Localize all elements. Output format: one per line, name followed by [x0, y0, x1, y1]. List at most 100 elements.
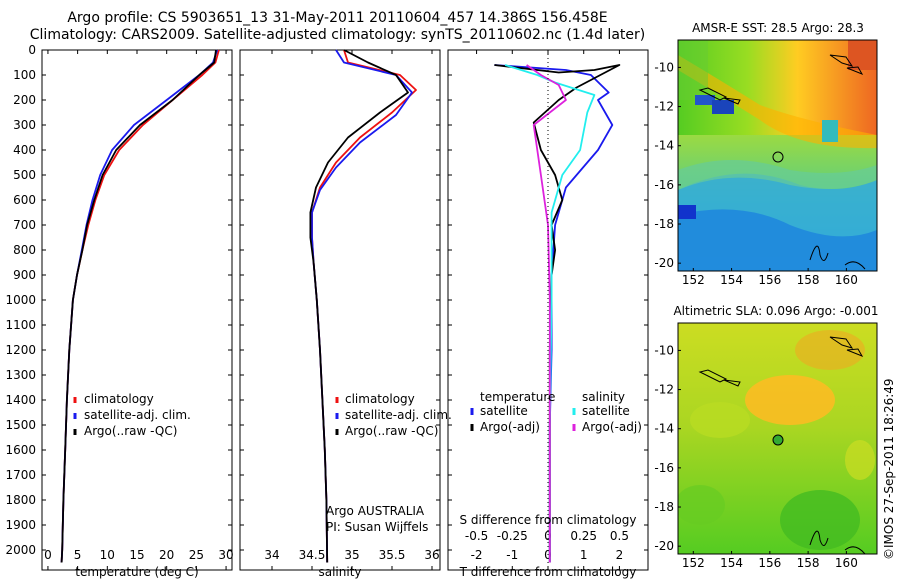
legend-s-argo: Argo(-adj): [582, 420, 642, 434]
y-tick-label: 1100: [5, 318, 36, 332]
argo-position-marker: [772, 151, 784, 163]
t-difference-axis-label: T difference from climatology: [459, 565, 637, 579]
x-tick-label: 2: [616, 548, 624, 562]
legend-salinity-title: salinity: [582, 390, 625, 404]
series-line-s-argo: [526, 64, 567, 563]
y-tick-label: 200: [13, 93, 36, 107]
y-tick-label: 1300: [5, 368, 36, 382]
difference-legend: temperature satellite Argo(-adj) salinit…: [470, 390, 642, 434]
series-line-t-satellite: [494, 64, 614, 563]
map-y-tick-label: -14: [654, 139, 674, 153]
y-tick-label: 100: [13, 68, 36, 82]
y-tick-label: 2000: [5, 543, 36, 557]
salinity-axis-label: salinity: [318, 565, 361, 579]
imos-timestamp: ©IMOS 27-Sep-2011 18:26:49: [882, 378, 896, 560]
legend-satellite: satellite-adj. clim.: [84, 408, 191, 422]
chart-title-line1: Argo profile: CS 5903651_13 31-May-2011 …: [67, 10, 608, 26]
sla-map: Altimetric SLA: 0.096 Argo: -0.001 152 15…: [654, 304, 878, 570]
y-tick-label: 1700: [5, 468, 36, 482]
map-y-tick-label: -14: [654, 422, 674, 436]
x-tick-label: 5: [74, 548, 82, 562]
map-x-tick-label: 152: [682, 273, 705, 287]
salinity-panel-frame: [239, 49, 441, 571]
x-tick-label: 36: [424, 548, 439, 562]
y-tick-label: 400: [13, 143, 36, 157]
legend-argo: Argo(..raw -QC): [345, 424, 438, 438]
legend-temperature-title: temperature: [480, 390, 555, 404]
legend-t-satellite: satellite: [480, 404, 528, 418]
sla-map-title: Altimetric SLA: 0.096 Argo: -0.001: [673, 304, 878, 318]
y-tick-label: 700: [13, 218, 36, 232]
x-tick-label: -1: [506, 548, 518, 562]
x-tick-label: 34.5: [299, 548, 326, 562]
x2-tick-label: 0: [544, 529, 552, 543]
series-line-climatology: [311, 49, 417, 563]
y-tick-label: 1400: [5, 393, 36, 407]
x2-tick-label: -0.25: [497, 529, 528, 543]
map-y-tick-label: -12: [654, 100, 674, 114]
argo-position-marker: [772, 434, 784, 446]
map-y-tick-label: -12: [654, 383, 674, 397]
x2-tick-label: 0.5: [610, 529, 629, 543]
salinity-legend: climatology satellite-adj. clim. Argo(..…: [335, 392, 452, 438]
y-tick-label: 1900: [5, 518, 36, 532]
x-tick-label: -2: [471, 548, 483, 562]
sst-map-frame: [677, 39, 878, 272]
map-y-tick-label: -10: [654, 60, 674, 74]
x-tick-label: 15: [129, 548, 144, 562]
argo-pi: PI: Susan Wijffels: [326, 520, 428, 534]
legend-climatology: climatology: [345, 392, 415, 406]
y-tick-label: 300: [13, 118, 36, 132]
map-y-tick-label: -10: [654, 343, 674, 357]
x-tick-label: 10: [100, 548, 115, 562]
x-tick-label: 20: [159, 548, 174, 562]
y-tick-label: 1200: [5, 343, 36, 357]
series-line-argo: [309, 49, 409, 563]
map-x-tick-label: 154: [720, 556, 743, 570]
y-tick-label: 1000: [5, 293, 36, 307]
map-x-tick-label: 152: [682, 556, 705, 570]
x2-tick-label: 0.25: [570, 529, 597, 543]
sst-map: AMSR-E SST: 28.5 Argo: 28.3 152 154 156 158…: [654, 21, 878, 287]
map-y-tick-label: -20: [654, 256, 674, 270]
series-line-climatology: [60, 49, 220, 563]
legend-s-satellite: satellite: [582, 404, 630, 418]
map-y-tick-label: -20: [654, 539, 674, 553]
sst-map-title: AMSR-E SST: 28.5 Argo: 28.3: [692, 21, 864, 35]
legend-satellite: satellite-adj. clim.: [345, 408, 452, 422]
map-x-tick-label: 158: [797, 273, 820, 287]
y-tick-label: 1600: [5, 443, 36, 457]
legend-climatology: climatology: [84, 392, 154, 406]
series-line-argo: [60, 49, 217, 563]
map-y-tick-label: -18: [654, 217, 674, 231]
x-tick-label: 0: [44, 548, 52, 562]
temperature-axis-label: temperature (deg C): [75, 565, 198, 579]
x-tick-label: 35.5: [379, 548, 406, 562]
y-tick-label: 1500: [5, 418, 36, 432]
x-tick-label: 30: [218, 548, 233, 562]
map-x-tick-label: 156: [758, 556, 781, 570]
sla-map-frame: [677, 322, 878, 555]
temperature-legend: climatology satellite-adj. clim. Argo(..…: [73, 392, 191, 438]
y-tick-label: 600: [13, 193, 36, 207]
y-tick-label: 900: [13, 268, 36, 282]
x-tick-label: 34: [264, 548, 279, 562]
x-tick-label: 1: [580, 548, 588, 562]
map-y-tick-label: -16: [654, 178, 674, 192]
map-y-tick-label: -18: [654, 500, 674, 514]
x-tick-label: 35: [344, 548, 359, 562]
x2-tick-label: -0.5: [465, 529, 488, 543]
series-line-t-argo: [494, 64, 621, 563]
map-y-tick-label: -16: [654, 461, 674, 475]
legend-argo: Argo(..raw -QC): [84, 424, 177, 438]
y-tick-label: 0: [28, 43, 36, 57]
y-tick-label: 800: [13, 243, 36, 257]
y-tick-label: 500: [13, 168, 36, 182]
map-x-tick-label: 160: [835, 556, 858, 570]
x-tick-label: 25: [189, 548, 204, 562]
legend-t-argo: Argo(-adj): [480, 420, 540, 434]
y-tick-label: 1800: [5, 493, 36, 507]
chart-title-line2: Climatology: CARS2009. Satellite-adjuste…: [29, 27, 646, 43]
map-x-tick-label: 154: [720, 273, 743, 287]
